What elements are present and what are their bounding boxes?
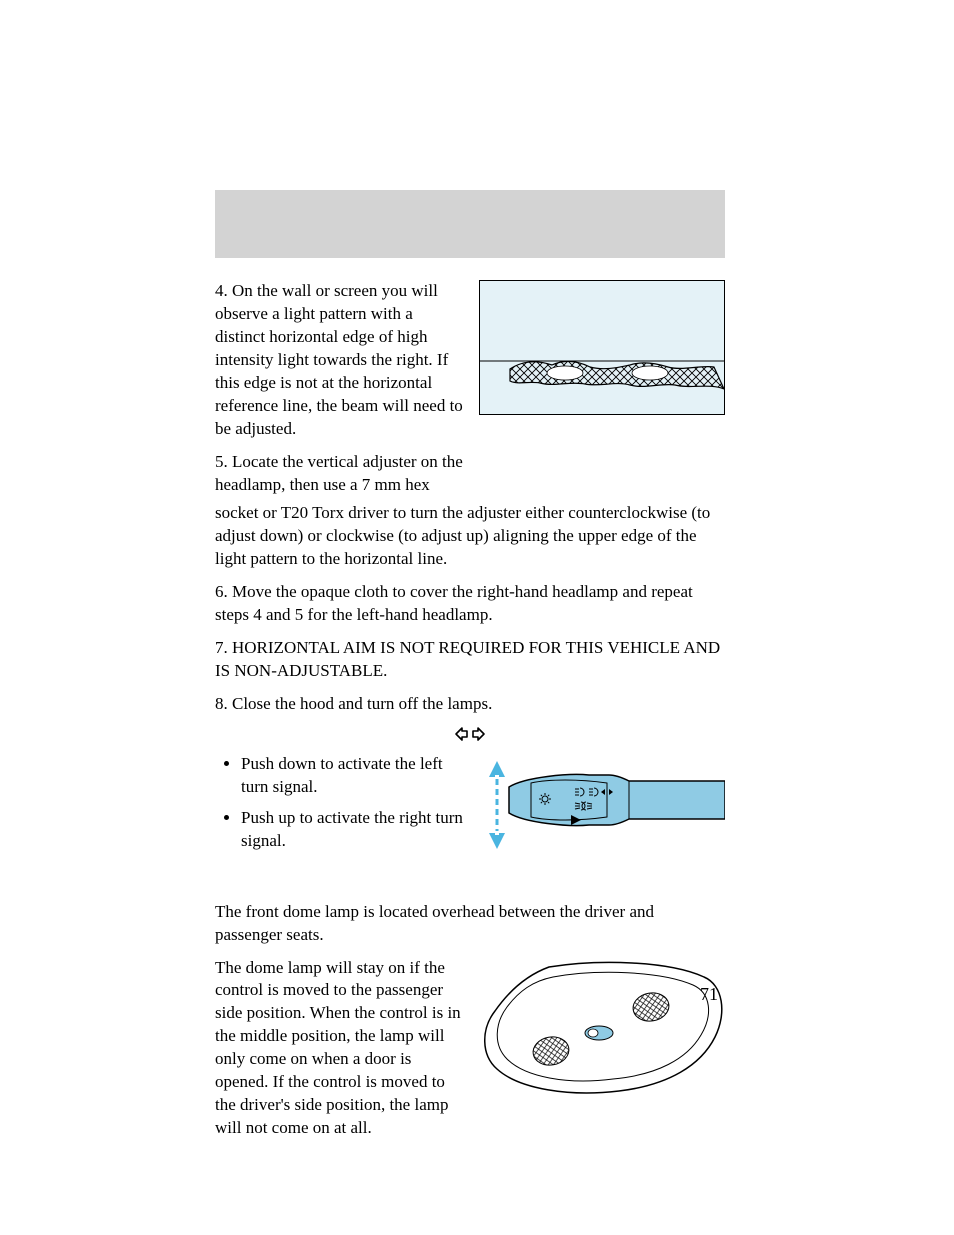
step-5b-text: socket or T20 Torx driver to turn the ad… [215,502,725,571]
turn-signal-row: Push down to activate the left turn sign… [215,753,725,861]
turn-signal-bullet-2: Push up to activate the right turn signa… [241,807,467,853]
headlamp-pattern-figure [479,280,725,415]
step-5a-text: 5. Locate the vertical adjuster on the h… [215,451,467,497]
dome-detail-text: The dome lamp will stay on if the contro… [215,957,467,1141]
turn-signal-stalk-figure [479,753,725,853]
step-4-text: 4. On the wall or screen you will observ… [215,280,467,441]
turn-signal-bullet-1: Push down to activate the left turn sign… [241,753,467,799]
dome-intro-text: The front dome lamp is located overhead … [215,901,725,947]
turn-signal-list: Push down to activate the left turn sign… [215,753,467,853]
dome-lamp-figure [479,957,725,1099]
step-7-text: 7. HORIZONTAL AIM IS NOT REQUIRED FOR TH… [215,637,725,683]
page-number: 71 [700,982,718,1006]
step-6-text: 6. Move the opaque cloth to cover the ri… [215,581,725,627]
section-header-bar [215,190,725,258]
turn-signal-icon [215,726,725,749]
step-8-text: 8. Close the hood and turn off the lamps… [215,693,725,716]
dome-row: The dome lamp will stay on if the contro… [215,957,725,1151]
page-content: 4. On the wall or screen you will observ… [215,190,725,1150]
step4-row: 4. On the wall or screen you will observ… [215,280,725,496]
